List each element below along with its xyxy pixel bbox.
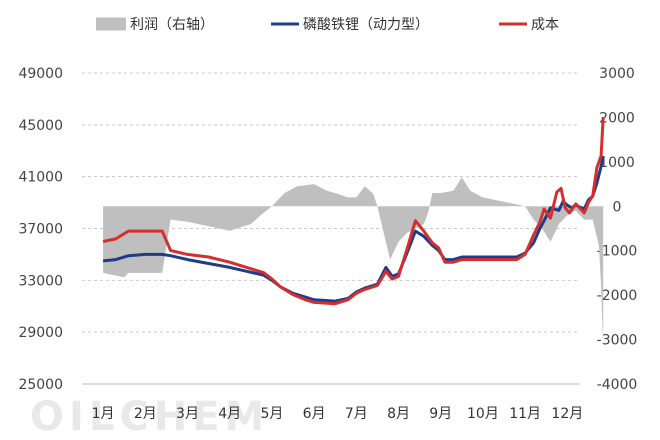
x-axis-tick-label: 5月 (260, 406, 283, 422)
x-axis-tick-label: 6月 (303, 406, 326, 422)
profit-area (103, 177, 604, 349)
legend-cost-swatch (499, 22, 527, 26)
right-axis-tick-label: 0 (613, 199, 622, 215)
watermark-text: OILCHEM (30, 394, 269, 440)
x-axis-tick-label: 4月 (218, 406, 241, 422)
right-axis-tick-label: -1000 (597, 244, 638, 260)
x-axis-tick-label: 8月 (387, 406, 410, 422)
legend-lfp-label: 磷酸铁锂（动力型） (303, 17, 429, 33)
left-axis-tick-label: 49000 (18, 66, 63, 82)
right-axis-tick-label: 2000 (599, 110, 635, 126)
left-axis-tick-label: 33000 (18, 273, 63, 289)
x-axis-tick-label: 1月 (92, 406, 115, 422)
legend-lfp-swatch (271, 22, 299, 26)
x-axis-tick-label: 7月 (345, 406, 368, 422)
left-axis-tick-label: 25000 (18, 377, 63, 393)
x-axis-tick-label: 3月 (176, 406, 199, 422)
legend-profit-label: 利润（右轴） (130, 17, 214, 33)
x-axis-tick-label: 2月 (134, 406, 157, 422)
x-axis-tick-label: 10月 (467, 406, 499, 422)
right-axis-tick-label: -3000 (597, 333, 638, 349)
left-axis-tick-label: 41000 (18, 170, 63, 186)
legend-cost-label: 成本 (531, 17, 559, 33)
right-axis-tick-label: 3000 (599, 66, 635, 82)
legend-profit-swatch (96, 17, 126, 31)
left-axis-tick-label: 45000 (18, 118, 63, 134)
cost-line (102, 117, 605, 306)
right-axis-tick-label: 1000 (599, 155, 635, 171)
x-axis-tick-label: 11月 (509, 406, 541, 422)
x-axis-tick-label: 9月 (429, 406, 452, 422)
left-axis-tick-label: 29000 (18, 325, 63, 341)
right-axis-tick-label: -2000 (597, 288, 638, 304)
x-axis-tick-label: 12月 (551, 406, 583, 422)
lfp-price-line (102, 155, 605, 303)
right-axis-tick-label: -4000 (597, 377, 638, 393)
left-axis-tick-label: 37000 (18, 222, 63, 238)
